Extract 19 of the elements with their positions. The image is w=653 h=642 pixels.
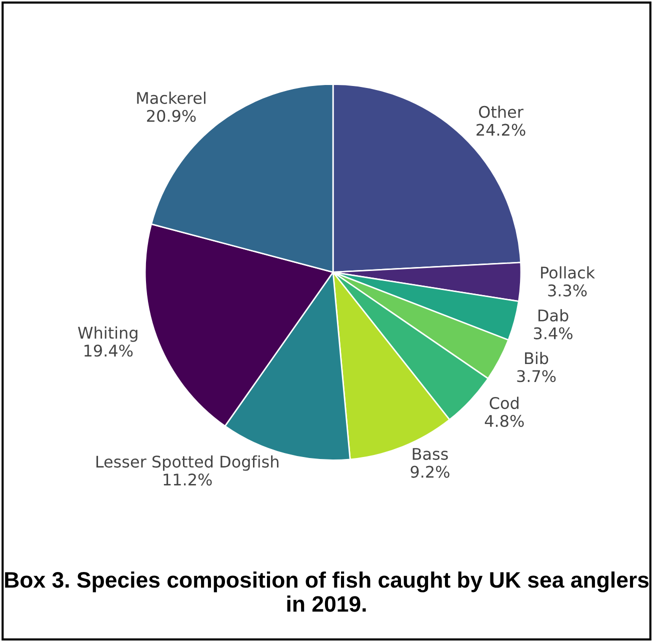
data-label: 3.7%: [517, 370, 556, 382]
slice-label: Dab: [538, 309, 568, 322]
data-label: 9.2%: [410, 466, 450, 478]
slice-label: Bass: [412, 448, 448, 460]
data-label: 4.8%: [484, 414, 524, 427]
data-label: 24.2%: [476, 124, 526, 136]
slice-label: Whiting: [78, 326, 138, 342]
data-label: 19.4%: [84, 344, 133, 357]
text: Box 3. Species composition of fish caught by UK sea anglers in 2019.: [5, 571, 649, 612]
slice-label: Cod: [490, 396, 518, 410]
data-label: 11.2%: [164, 474, 212, 486]
data-label: 3.4%: [534, 327, 572, 340]
slice-label: Pollack: [541, 266, 595, 279]
slice-label: Other: [479, 106, 524, 118]
slice-label: Bib: [525, 352, 548, 364]
data-label: 20.9%: [147, 110, 196, 122]
slice-label: Lesser Spotted Dogfish: [96, 455, 278, 471]
data-label: 3.3%: [548, 284, 587, 296]
slice-label: Mackerel: [137, 92, 206, 104]
